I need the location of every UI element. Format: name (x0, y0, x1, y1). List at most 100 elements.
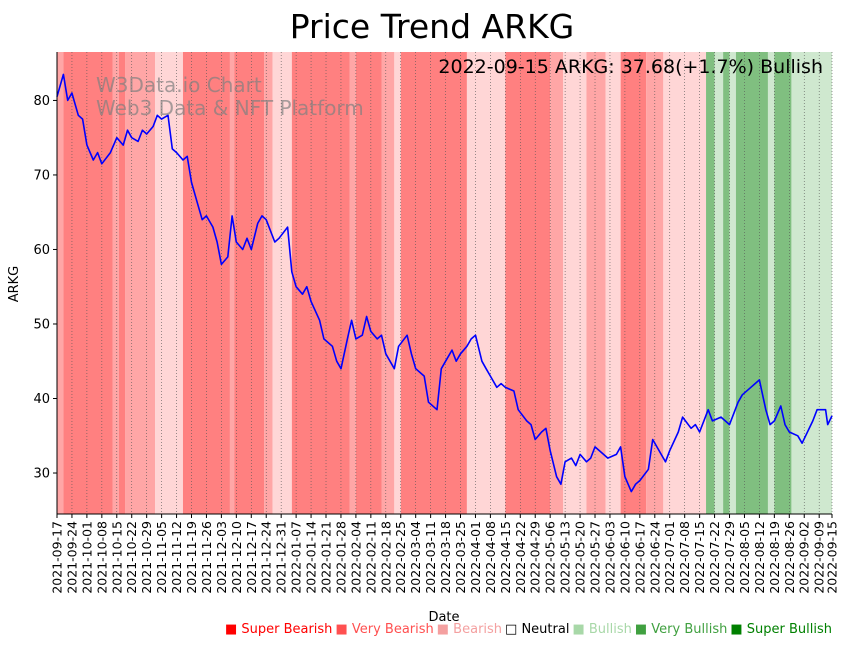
watermark-line-2: Web3 Data & NFT Platform (96, 96, 364, 120)
legend-item: □ Neutral (505, 622, 569, 637)
x-tick-label: 2021-09-17 (50, 521, 65, 594)
x-tick-label: 2021-10-08 (94, 521, 109, 594)
regime-band (505, 52, 551, 514)
regime-band (63, 52, 113, 514)
regime-band (57, 52, 64, 514)
x-tick-label: 2022-04-08 (483, 521, 498, 594)
regime-band (112, 52, 119, 514)
x-tick-label: 2021-10-22 (124, 521, 139, 594)
regime-band (586, 52, 606, 514)
x-tick-label: 2022-01-28 (333, 521, 348, 594)
x-tick-label: 2022-09-02 (797, 521, 812, 594)
legend-label: ■ Super Bullish (730, 622, 832, 637)
watermark-line-1: W3Data.io Chart (96, 73, 262, 97)
x-tick-label: 2021-12-17 (244, 521, 259, 594)
x-tick-label: 2022-08-12 (752, 521, 767, 594)
regime-band (349, 52, 356, 514)
x-tick-label: 2022-05-06 (543, 521, 558, 594)
regime-band (466, 52, 506, 514)
y-axis-label: ARKG (7, 266, 22, 303)
x-tick-label: 2021-12-31 (274, 521, 289, 594)
x-tick-label: 2021-09-24 (64, 521, 79, 594)
legend-item: ■ Very Bullish (635, 622, 727, 637)
x-tick-label: 2021-10-15 (109, 521, 124, 594)
x-tick-label: 2022-02-04 (348, 521, 363, 594)
x-tick-label: 2022-06-17 (632, 521, 647, 594)
regime-band (291, 52, 350, 514)
legend-label: □ Neutral (505, 622, 569, 637)
regime-band (394, 52, 401, 514)
legend-label: ■ Bearish (437, 622, 502, 637)
x-tick-label: 2022-01-21 (319, 521, 334, 594)
x-tick-label: 2022-08-19 (767, 521, 782, 594)
x-tick-label: 2022-07-22 (707, 521, 722, 594)
x-tick-label: 2022-07-08 (677, 521, 692, 594)
x-tick-label: 2022-03-04 (408, 521, 423, 594)
legend-label: ■ Bullish (572, 622, 631, 637)
y-tick-label: 50 (33, 317, 50, 332)
regime-band (605, 52, 621, 514)
regime-band (723, 52, 730, 514)
regime-band (735, 52, 768, 514)
regime-band (620, 52, 647, 514)
chart-title: Price Trend ARKG (290, 7, 575, 46)
x-tick-label: 2022-03-11 (423, 521, 438, 594)
regime-bands (57, 52, 832, 514)
x-tick-label: 2022-06-03 (602, 521, 617, 594)
legend-label: ■ Very Bearish (335, 622, 433, 637)
regime-band (774, 52, 792, 514)
regime-band (400, 52, 467, 514)
regime-band (234, 52, 265, 514)
price-line (56, 73, 833, 493)
legend-item: ■ Bearish (437, 622, 502, 637)
y-tick-label: 70 (33, 168, 50, 183)
regime-band (791, 52, 832, 514)
watermark: W3Data.io Chart Web3 Data & NFT Platform (96, 73, 364, 120)
x-tick-label: 2022-07-15 (692, 521, 707, 594)
regime-band (706, 52, 715, 514)
latest-price-annotation: 2022-09-15 ARKG: 37.68(+1.7%) Bullish (438, 56, 823, 78)
x-tick-label: 2022-08-26 (782, 521, 797, 594)
legend-item: ■ Super Bullish (730, 622, 832, 637)
x-tick-label: 2022-03-18 (438, 521, 453, 594)
y-tick-label: 80 (33, 94, 50, 109)
x-tick-label: 2021-11-12 (169, 521, 184, 594)
x-tick-label: 2022-07-01 (662, 521, 677, 594)
x-tick-label: 2022-01-14 (304, 521, 319, 594)
x-tick-label: 2022-05-20 (573, 521, 588, 594)
y-tick-label: 40 (33, 392, 50, 407)
x-tick-label: 2022-09-09 (812, 521, 827, 594)
regime-band (118, 52, 126, 514)
regime-band (355, 52, 382, 514)
x-tick-label: 2021-12-24 (259, 521, 274, 594)
legend-item: ■ Very Bearish (335, 622, 433, 637)
x-tick-label: 2022-04-15 (498, 521, 513, 594)
x-tick-label: 2021-10-01 (79, 521, 94, 594)
price-line-layer (56, 73, 833, 493)
regime-band (714, 52, 724, 514)
regime-band (272, 52, 292, 514)
x-tick-label: 2021-11-26 (199, 521, 214, 594)
regime-band (550, 52, 563, 514)
regime-band (729, 52, 736, 514)
legend-label: ■ Super Bearish (225, 622, 333, 637)
x-tick-label: 2022-02-18 (378, 521, 393, 594)
regime-band (229, 52, 235, 514)
regime-band (381, 52, 395, 514)
x-tick-label: 2022-09-15 (825, 521, 840, 594)
x-tick-label: 2021-10-29 (139, 521, 154, 594)
x-tick-label: 2022-06-10 (617, 521, 632, 594)
x-tick-label: 2022-08-05 (737, 521, 752, 594)
regime-band (264, 52, 273, 514)
x-tick-label: 2022-05-13 (558, 521, 573, 594)
x-tick-label: 2022-04-01 (468, 521, 483, 594)
x-tick-label: 2022-03-25 (453, 521, 468, 594)
x-tick-label: 2022-04-29 (528, 521, 543, 594)
x-tick-label: 2022-01-07 (289, 521, 304, 594)
legend-item: ■ Bullish (572, 622, 631, 637)
y-tick-label: 30 (33, 467, 50, 482)
regime-band (767, 52, 775, 514)
x-tick-label: 2022-02-11 (363, 521, 378, 594)
legend: ■ Super Bullish■ Very Bullish ■ Bullish□ … (225, 622, 832, 637)
